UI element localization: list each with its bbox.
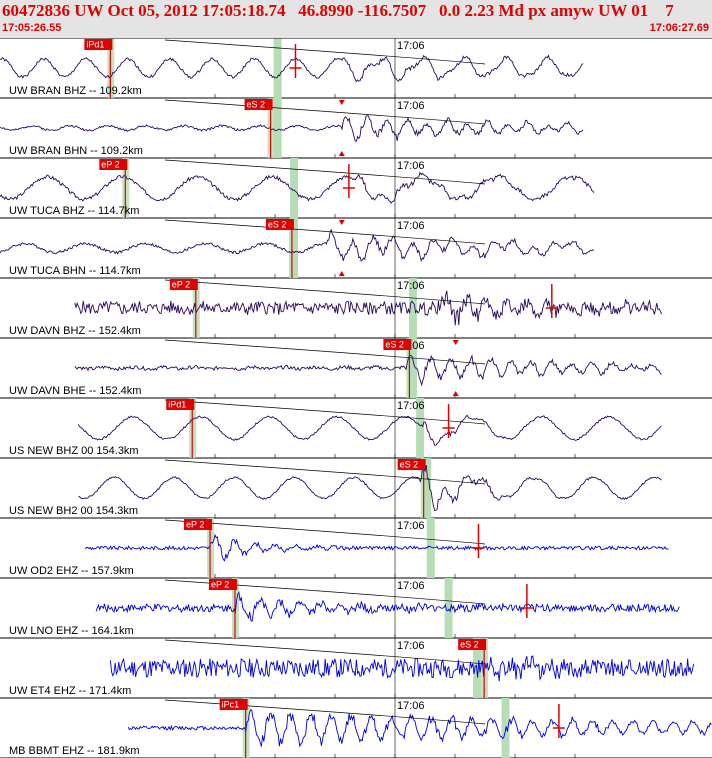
waveform	[0, 115, 584, 142]
coda-curve	[164, 339, 486, 365]
pick-flag[interactable]	[99, 159, 128, 170]
waveform	[127, 708, 712, 748]
pick-flag[interactable]	[184, 519, 213, 530]
pick-phase-label: eP 2	[186, 520, 204, 530]
minute-label: 17:06	[397, 220, 425, 232]
channel-label: US NEW BHZ 00 154.3km	[9, 445, 139, 457]
arrival-marker	[338, 220, 345, 225]
channel-label: UW ET4 EHZ -- 171.4km	[9, 685, 131, 697]
seismogram-panel[interactable]: 17:06 iPd1 UW BRAN BHZ -- 109.2km 17:06 eS 2…	[0, 38, 712, 758]
arrival-marker	[338, 151, 345, 156]
channel-label: UW LNO EHZ -- 164.1km	[9, 625, 134, 637]
pick-flag[interactable]	[244, 99, 273, 110]
minute-label: 17:06	[397, 160, 425, 172]
trace-row[interactable]: 17:06 eP 2 UW TUCA BHZ -- 114.7km	[0, 158, 712, 219]
waveform	[85, 533, 669, 562]
trace-row[interactable]: 17:06 eP 2 UW OD2 EHZ -- 157.9km	[0, 518, 712, 579]
pick-flag[interactable]	[84, 39, 113, 50]
pick-flag[interactable]	[208, 579, 237, 590]
channel-label: MB BBMT EHZ -- 181.9km	[9, 745, 140, 757]
s-window	[444, 578, 453, 638]
pick-phase-label: eS 2	[385, 340, 404, 350]
pick-flag[interactable]	[397, 459, 426, 470]
pick-phase-label: iPd1	[86, 40, 104, 50]
trace-row[interactable]: 17:06 iPc1 MB BBMT EHZ -- 181.9km	[0, 698, 712, 758]
trace-row[interactable]: 17:06 eP 2 UW LNO EHZ -- 164.1km	[0, 578, 712, 639]
coda-curve	[164, 699, 486, 725]
s-window	[290, 158, 299, 218]
minute-label: 17:06	[397, 520, 425, 532]
window-end-time: 17:06:27.69	[649, 22, 709, 34]
waveform	[95, 590, 680, 623]
channel-label: UW TUCA BHN -- 114.7km	[9, 265, 141, 277]
channel-label: UW BRAN BHZ -- 109.2km	[9, 85, 142, 97]
minute-label: 17:06	[397, 580, 425, 592]
pick-phase-label: eS 2	[460, 640, 479, 650]
coda-curve	[164, 519, 486, 545]
waveform	[77, 414, 662, 446]
waveform	[109, 655, 695, 682]
channel-label: UW DAVN BHE -- 152.4km	[9, 385, 141, 397]
s-window	[416, 398, 425, 458]
pick-flag[interactable]	[265, 219, 294, 230]
pick-phase-label: eS 2	[400, 460, 419, 470]
pick-flag[interactable]	[458, 639, 487, 650]
coda-curve	[164, 39, 486, 65]
coda-curve	[164, 159, 486, 185]
coda-curve	[164, 219, 486, 245]
arrival-marker	[338, 100, 345, 105]
minute-label: 17:06	[397, 640, 425, 652]
arrival-marker	[452, 340, 459, 345]
s-window	[426, 518, 435, 578]
event-header: 60472836 UW Oct 05, 2012 17:05:18.74 46.…	[0, 0, 712, 38]
trace-row[interactable]: 17:06 iPd1 UW BRAN BHZ -- 109.2km	[0, 38, 712, 99]
arrival-marker	[452, 391, 459, 396]
pick-flag[interactable]	[383, 339, 412, 350]
trace-row[interactable]: 17:06 eS 2 UW ET4 EHZ -- 171.4km	[0, 638, 712, 699]
trace-row[interactable]: 17:06 eS 2 UW BRAN BHN -- 109.2km	[0, 98, 712, 159]
waveform	[0, 171, 595, 204]
event-title: 60472836 UW Oct 05, 2012 17:05:18.74 46.…	[2, 1, 674, 20]
pick-phase-label: eS 2	[268, 220, 287, 230]
s-window	[273, 38, 282, 98]
trace-row[interactable]: 17:06 eS 2 UW TUCA BHN -- 114.7km	[0, 218, 712, 279]
waveform	[78, 464, 662, 512]
trace-row[interactable]: 17:06 eP 2 UW DAVN BHZ -- 152.4km	[0, 278, 712, 339]
minute-label: 17:06	[397, 280, 425, 292]
pick-flag[interactable]	[219, 699, 248, 710]
s-window	[408, 278, 417, 338]
pick-phase-label: eP 2	[211, 580, 229, 590]
pick-flag[interactable]	[166, 399, 195, 410]
channel-label: UW TUCA BHZ -- 114.7km	[9, 205, 139, 217]
coda-curve	[164, 639, 486, 665]
minute-label: 17:06	[397, 100, 425, 112]
coda-curve	[164, 279, 486, 305]
trace-row[interactable]: 17:06 iPd1 US NEW BHZ 00 154.3km	[0, 398, 712, 459]
waveform	[74, 354, 662, 387]
channel-label: US NEW BH2 00 154.3km	[9, 505, 138, 517]
pick-phase-label: eP 2	[172, 280, 190, 290]
waveform	[0, 228, 595, 263]
channel-label: UW OD2 EHZ -- 157.9km	[9, 565, 134, 577]
pick-phase-label: iPd1	[168, 400, 186, 410]
coda-curve	[164, 459, 486, 485]
channel-label: UW BRAN BHN -- 109.2km	[9, 145, 143, 157]
coda-curve	[164, 399, 486, 425]
s-window	[273, 98, 282, 158]
pick-phase-label: iPc1	[222, 700, 240, 710]
pick-flag[interactable]	[169, 279, 198, 290]
waveform	[0, 54, 584, 83]
coda-curve	[164, 99, 486, 125]
arrival-marker	[338, 271, 345, 276]
minute-label: 17:06	[397, 40, 425, 52]
minute-label: 17:06	[397, 400, 425, 412]
pick-phase-label: eP 2	[101, 160, 119, 170]
window-start-time: 17:05:26.55	[2, 22, 62, 34]
minute-label: 17:06	[397, 700, 425, 712]
channel-label: UW DAVN BHZ -- 152.4km	[9, 325, 141, 337]
pick-phase-label: eS 2	[247, 100, 266, 110]
waveform	[74, 290, 663, 326]
